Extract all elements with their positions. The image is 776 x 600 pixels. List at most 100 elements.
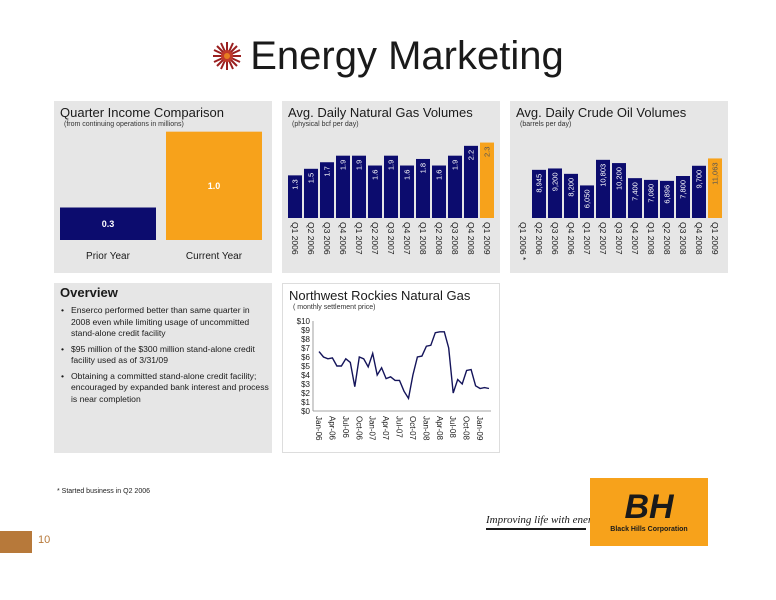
overview-panel: Overview Enserco performed better than s… xyxy=(54,283,272,453)
gas-bar xyxy=(336,155,350,218)
oil-category-label: Q2 2006 xyxy=(534,222,544,255)
nw-y-tick-label: $6 xyxy=(301,353,310,362)
gas-value-label: 1.9 xyxy=(339,160,348,170)
nw-y-tick-label: $9 xyxy=(301,326,310,335)
oil-value-label: 10,200 xyxy=(615,167,624,190)
nw-rockies-chart: $10$9$8$7$6$5$4$3$2$1$0 Jan-06 Apr-06 Jul-0… xyxy=(297,317,491,441)
gas-value-label: 1.7 xyxy=(323,166,332,176)
gas-bar xyxy=(448,155,462,218)
nw-y-tick-label: $4 xyxy=(301,371,310,380)
gas-value-label: 1.6 xyxy=(371,170,380,180)
gas-bar xyxy=(352,155,366,218)
nw-x-tick-label: Jul-08 xyxy=(448,416,457,438)
gas-bar xyxy=(400,165,414,218)
gas-category-label: Q3 2007 xyxy=(386,222,396,255)
oil-bar xyxy=(596,159,610,218)
oil-bar xyxy=(692,165,706,218)
gas-volumes-title: Avg. Daily Natural Gas Volumes xyxy=(288,105,473,120)
nw-y-tick-label: $0 xyxy=(301,407,310,416)
oil-bar xyxy=(644,179,658,218)
gas-category-label: Q1 2008 xyxy=(418,222,428,255)
nw-rockies-title: Northwest Rockies Natural Gas xyxy=(289,288,471,303)
oil-category-label: Q4 2006 xyxy=(566,222,576,255)
gas-bar xyxy=(304,168,318,218)
gas-value-label: 1.6 xyxy=(403,170,412,180)
oil-value-label: 7,400 xyxy=(631,182,640,201)
gas-category-label: Q1 2006 xyxy=(290,222,300,255)
income-bar xyxy=(166,131,262,240)
income-bar xyxy=(60,207,156,240)
nw-y-tick-label: $1 xyxy=(301,398,310,407)
overview-bullet: $95 million of the $300 million stand-al… xyxy=(60,344,270,367)
oil-volumes-chart: Q1 2006 * 8,945 Q2 2006 9,200 Q3 2006 8,200 Q4… xyxy=(518,158,722,261)
oil-bar xyxy=(708,158,722,218)
oil-category-label: Q3 2008 xyxy=(678,222,688,255)
nw-x-tick-label: Oct-07 xyxy=(408,416,417,441)
page-number: 10 xyxy=(38,534,51,546)
gas-category-label: Q1 2009 xyxy=(482,222,492,255)
gas-value-label: 1.5 xyxy=(307,173,316,183)
gas-category-label: Q3 2006 xyxy=(322,222,332,255)
quarter-income-panel: Quarter Income Comparison (from continui… xyxy=(54,101,272,273)
gas-value-label: 1.3 xyxy=(291,179,300,189)
nw-y-tick-label: $3 xyxy=(301,380,310,389)
oil-value-label: 9,200 xyxy=(551,172,560,191)
oil-bar xyxy=(580,185,594,218)
gas-volumes-panel: Avg. Daily Natural Gas Volumes (physical… xyxy=(282,101,500,273)
page-title: Energy Marketing xyxy=(250,34,564,78)
oil-bar xyxy=(548,168,562,218)
oil-volumes-panel: Avg. Daily Crude Oil Volumes (barrels pe… xyxy=(510,101,728,273)
oil-category-label: Q1 2007 xyxy=(582,222,592,255)
gas-category-label: Q4 2006 xyxy=(338,222,348,255)
gas-value-label: 1.9 xyxy=(355,160,364,170)
income-value-label: 0.3 xyxy=(102,219,115,229)
nw-y-tick-label: $2 xyxy=(301,389,310,398)
nw-x-tick-label: Oct-06 xyxy=(354,416,363,441)
oil-category-label: Q1 2009 xyxy=(710,222,720,255)
oil-bar xyxy=(564,173,578,218)
income-category-label: Prior Year xyxy=(86,251,131,262)
overview-list: Enserco performed better than same quart… xyxy=(60,305,270,409)
nw-y-tick-label: $5 xyxy=(301,362,310,371)
nw-y-tick-label: $7 xyxy=(301,344,310,353)
gas-value-label: 1.9 xyxy=(451,160,460,170)
page-title-wrap: Energy Marketing xyxy=(0,34,776,81)
nw-y-tick-label: $8 xyxy=(301,335,310,344)
gas-bar xyxy=(288,175,302,218)
gas-bar xyxy=(480,142,494,218)
quarter-income-chart: 0.3 Prior Year 1.0 Current Year xyxy=(60,131,262,262)
bh-logo-text: BH xyxy=(624,488,675,526)
gas-category-label: Q4 2007 xyxy=(402,222,412,255)
gas-value-label: 1.8 xyxy=(419,163,428,173)
sun-icon xyxy=(212,36,242,81)
nw-y-tick-label: $10 xyxy=(297,317,311,326)
gas-category-label: Q4 2008 xyxy=(466,222,476,255)
gas-bar xyxy=(464,145,478,218)
page-number-bar xyxy=(0,531,32,553)
oil-bar xyxy=(612,163,626,218)
income-value-label: 1.0 xyxy=(208,181,221,191)
gas-category-label: Q3 2008 xyxy=(450,222,460,255)
nw-x-tick-label: Jul-07 xyxy=(395,416,404,438)
oil-category-label: Q2 2008 xyxy=(662,222,672,255)
oil-bar xyxy=(628,178,642,218)
nw-price-line xyxy=(318,331,490,401)
oil-category-label: Q4 2007 xyxy=(630,222,640,255)
gas-category-label: Q1 2007 xyxy=(354,222,364,255)
overview-title: Overview xyxy=(60,285,118,300)
quarter-income-subtitle: (from continuing operations in millions) xyxy=(64,121,184,128)
income-category-label: Current Year xyxy=(186,251,243,262)
oil-value-label: 6,896 xyxy=(663,185,672,204)
nw-x-tick-label: Jan-07 xyxy=(368,416,377,441)
gas-value-label: 2.3 xyxy=(483,147,492,157)
oil-value-label: 7,800 xyxy=(679,180,688,199)
oil-category-label: Q3 2007 xyxy=(614,222,624,255)
gas-value-label: 1.9 xyxy=(387,160,396,170)
bh-logo-icon: BH xyxy=(624,488,675,526)
nw-x-tick-label: Oct-08 xyxy=(462,416,471,441)
gas-bar xyxy=(416,158,430,218)
oil-value-label: 7,080 xyxy=(647,184,656,203)
oil-volumes-subtitle: (barrels per day) xyxy=(520,121,572,128)
gas-bar xyxy=(384,155,398,218)
overview-bullet: Enserco performed better than same quart… xyxy=(60,305,270,340)
